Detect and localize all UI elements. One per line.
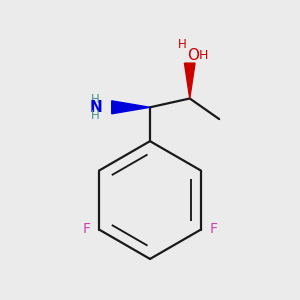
Polygon shape xyxy=(112,101,150,114)
Text: O: O xyxy=(187,48,199,63)
Text: H: H xyxy=(91,109,100,122)
Text: F: F xyxy=(209,223,217,236)
Text: F: F xyxy=(82,223,91,236)
Text: H: H xyxy=(91,93,100,106)
Text: H: H xyxy=(178,38,187,51)
Polygon shape xyxy=(184,63,195,98)
Text: H: H xyxy=(199,49,208,62)
Text: N: N xyxy=(89,100,102,115)
